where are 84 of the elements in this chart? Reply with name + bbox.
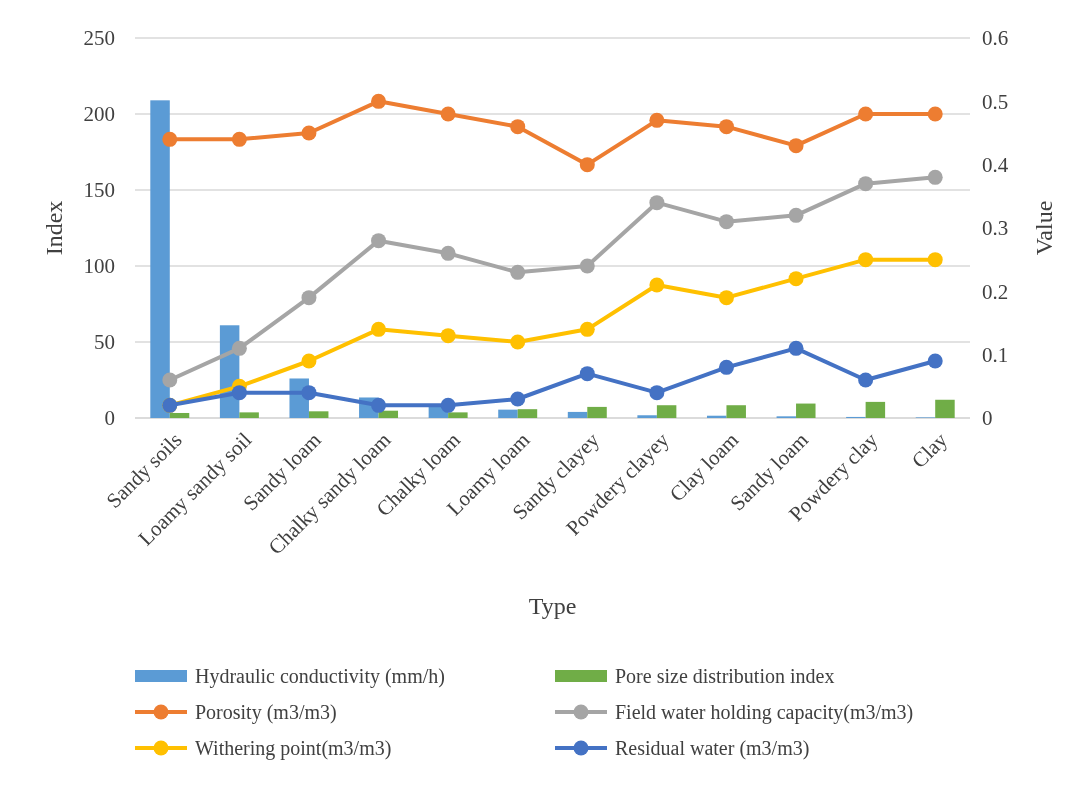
point bbox=[510, 264, 526, 280]
bar bbox=[796, 403, 816, 418]
point bbox=[301, 353, 317, 369]
y-tick-label: 100 bbox=[83, 254, 115, 279]
point bbox=[718, 359, 734, 375]
bar bbox=[637, 415, 657, 418]
bar bbox=[656, 405, 677, 418]
point bbox=[788, 340, 804, 356]
point bbox=[858, 176, 874, 192]
bar bbox=[865, 401, 886, 418]
point bbox=[718, 290, 734, 306]
point bbox=[718, 119, 734, 135]
point bbox=[371, 321, 387, 337]
point bbox=[301, 125, 317, 141]
point bbox=[301, 385, 317, 401]
point bbox=[301, 290, 317, 306]
point bbox=[371, 397, 387, 413]
bar bbox=[239, 412, 259, 418]
point bbox=[371, 93, 387, 109]
point bbox=[858, 252, 874, 268]
legend-label: Field water holding capacity(m3/m3) bbox=[615, 701, 914, 724]
legend-label: Pore size distribution index bbox=[615, 665, 835, 687]
point bbox=[579, 366, 595, 382]
point bbox=[858, 372, 874, 388]
point bbox=[440, 245, 456, 261]
point bbox=[371, 233, 387, 249]
point bbox=[649, 385, 665, 401]
point bbox=[440, 106, 456, 122]
point bbox=[231, 340, 247, 356]
point bbox=[510, 391, 526, 407]
bar bbox=[517, 409, 538, 418]
point bbox=[440, 328, 456, 344]
point bbox=[579, 321, 595, 337]
legend-label: Withering point(m3/m3) bbox=[195, 737, 392, 760]
point bbox=[162, 131, 178, 147]
y2-tick-label: 0.3 bbox=[982, 216, 1009, 241]
point bbox=[649, 277, 665, 293]
legend-label: Hydraulic conductivity (mm/h) bbox=[195, 665, 445, 688]
point bbox=[649, 112, 665, 128]
point bbox=[927, 169, 943, 185]
point bbox=[858, 106, 874, 122]
y-tick-label: 250 bbox=[83, 26, 115, 51]
y2-tick-label: 0.4 bbox=[982, 153, 1009, 178]
bar bbox=[150, 100, 170, 418]
point bbox=[579, 157, 595, 173]
y-axis-title: Index bbox=[41, 200, 67, 256]
point bbox=[510, 119, 526, 135]
y2-axis-title: Value bbox=[1031, 200, 1057, 256]
bar bbox=[587, 406, 607, 418]
point bbox=[231, 385, 247, 401]
point bbox=[788, 138, 804, 154]
y-tick-label: 50 bbox=[94, 330, 115, 355]
y2-tick-label: 0.1 bbox=[982, 343, 1009, 368]
y-tick-label: 200 bbox=[83, 102, 115, 127]
point bbox=[788, 207, 804, 223]
point bbox=[440, 397, 456, 413]
bar bbox=[308, 411, 329, 418]
point bbox=[231, 131, 247, 147]
point bbox=[718, 214, 734, 230]
y-tick-label: 0 bbox=[104, 406, 115, 431]
bar bbox=[169, 412, 190, 418]
point bbox=[649, 195, 665, 211]
point bbox=[927, 106, 943, 122]
point bbox=[579, 258, 595, 274]
bar bbox=[726, 405, 746, 418]
bar bbox=[498, 409, 518, 418]
y2-tick-label: 0.5 bbox=[982, 89, 1009, 114]
y2-tick-label: 0.6 bbox=[982, 26, 1009, 51]
bar bbox=[378, 410, 399, 418]
bar bbox=[935, 399, 955, 418]
point bbox=[927, 252, 943, 268]
x-tick-label: Clay bbox=[906, 427, 953, 473]
x-axis-title: Type bbox=[528, 593, 577, 619]
bar bbox=[567, 411, 588, 418]
point bbox=[510, 334, 526, 350]
legend-label: Residual water (m3/m3) bbox=[615, 737, 810, 760]
point bbox=[927, 353, 943, 369]
y2-tick-label: 0.2 bbox=[982, 279, 1009, 304]
legend-label: Porosity (m3/m3) bbox=[195, 701, 337, 724]
bar bbox=[448, 412, 468, 418]
point bbox=[162, 372, 178, 388]
y-tick-label: 150 bbox=[83, 178, 115, 203]
y2-tick-label: 0 bbox=[982, 406, 993, 431]
point bbox=[788, 271, 804, 287]
